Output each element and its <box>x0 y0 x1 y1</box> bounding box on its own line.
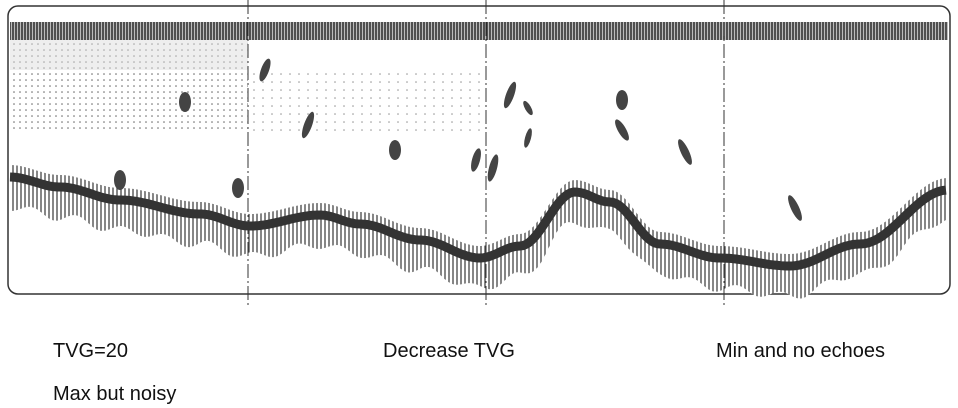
transmission-line <box>10 22 948 40</box>
fish-echo <box>179 92 191 112</box>
caption: Max but noisy <box>53 383 176 405</box>
fish-echo <box>523 100 533 116</box>
fish-echo <box>678 139 692 165</box>
fish-echo <box>259 58 271 82</box>
noise-area <box>10 40 248 70</box>
fish-echo <box>616 90 628 110</box>
seabed-fringe <box>10 165 946 299</box>
seabed-line <box>9 172 947 271</box>
seabed <box>9 165 947 299</box>
fish-echoes <box>114 58 802 221</box>
caption: Min and no echoes <box>716 340 885 362</box>
caption: TVG=20 <box>53 340 128 362</box>
dividers <box>247 0 725 305</box>
fish-echo <box>114 170 126 190</box>
caption: Decrease TVG <box>383 340 515 362</box>
fish-echo <box>471 148 481 172</box>
fish-echo <box>389 140 401 160</box>
fish-echo <box>788 195 802 221</box>
fish-echo <box>301 111 315 139</box>
noise-area <box>248 70 486 132</box>
fish-echo <box>232 178 244 198</box>
fish-echo <box>487 154 499 182</box>
fish-echo <box>503 81 517 109</box>
fish-echo <box>524 128 532 148</box>
fish-echo <box>615 119 629 141</box>
